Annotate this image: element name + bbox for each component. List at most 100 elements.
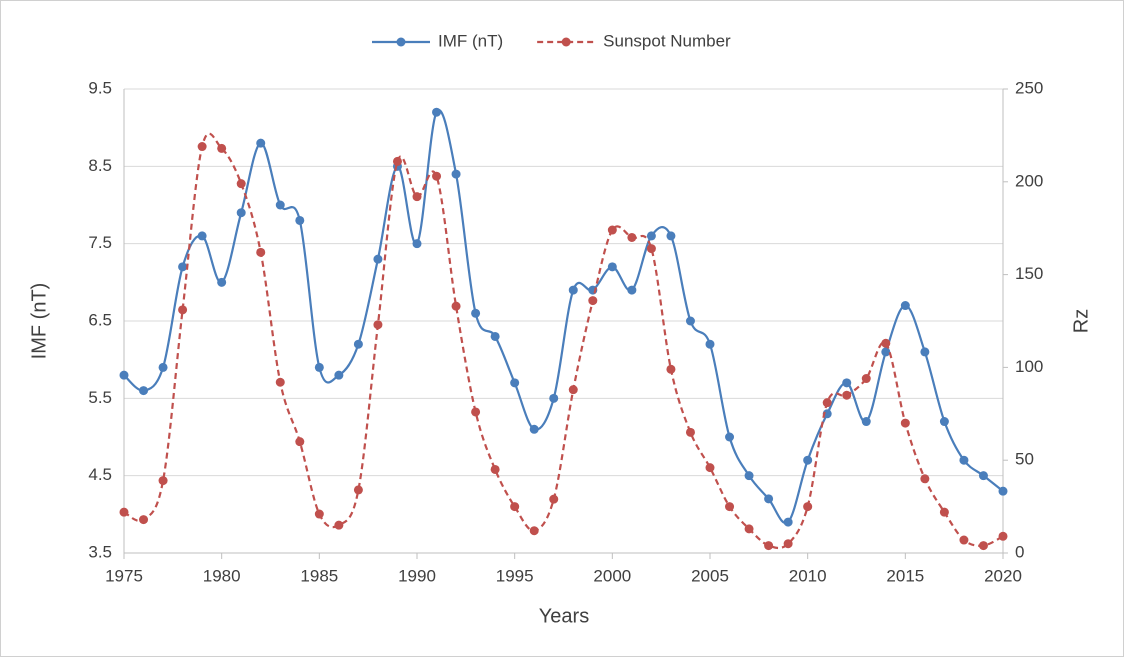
data-point [432, 171, 442, 181]
data-point [295, 215, 305, 225]
data-point [314, 509, 324, 519]
data-point [900, 418, 910, 428]
data-point [412, 239, 422, 249]
y2-tick-label: 50 [1015, 450, 1034, 469]
data-point [139, 515, 149, 525]
data-point [139, 386, 149, 396]
data-point [803, 502, 813, 512]
data-point [275, 200, 285, 210]
data-point [471, 407, 481, 417]
data-point [314, 362, 324, 372]
data-point [471, 308, 481, 318]
data-point [256, 247, 266, 257]
y-axis-title: IMF (nT) [28, 283, 50, 360]
data-point [158, 362, 168, 372]
data-point [939, 417, 949, 427]
data-point [725, 502, 735, 512]
data-point [666, 231, 676, 241]
data-point [607, 262, 617, 272]
data-point [705, 339, 715, 349]
data-point [178, 305, 188, 315]
data-point [939, 507, 949, 517]
data-point [764, 541, 774, 551]
y-tick-label: 6.5 [88, 310, 112, 329]
data-point [510, 378, 520, 388]
data-point [705, 463, 715, 473]
data-point [490, 464, 500, 474]
y-tick-label: 8.5 [88, 156, 112, 175]
data-point [373, 254, 383, 264]
x-tick-label: 2015 [886, 566, 924, 585]
data-point [627, 285, 637, 295]
legend-marker [561, 37, 571, 47]
series-line [123, 132, 1004, 550]
data-point [549, 393, 559, 403]
data-point [236, 208, 246, 218]
x-tick-label: 1995 [496, 566, 534, 585]
data-point [744, 524, 754, 534]
data-point [646, 231, 656, 241]
data-point [451, 301, 461, 311]
y-tick-label: 7.5 [88, 233, 112, 252]
data-point [998, 486, 1008, 496]
data-point [588, 296, 598, 306]
data-point [959, 455, 969, 465]
data-point [353, 485, 363, 495]
data-point [978, 471, 988, 481]
y2-tick-label: 100 [1015, 357, 1043, 376]
legend-label: IMF (nT) [438, 31, 503, 50]
data-point [607, 225, 617, 235]
y2-tick-label: 200 [1015, 171, 1043, 190]
data-point [627, 232, 637, 242]
data-point [646, 244, 656, 254]
data-point [217, 277, 227, 287]
x-tick-label: 1985 [300, 566, 338, 585]
data-point [685, 427, 695, 437]
data-point [744, 471, 754, 481]
data-point [842, 378, 852, 388]
data-point [119, 507, 129, 517]
data-point [236, 179, 246, 189]
data-point [490, 331, 500, 341]
data-point [353, 339, 363, 349]
x-tick-label: 2010 [789, 566, 827, 585]
data-point [334, 370, 344, 380]
x-axis-title: Years [539, 605, 589, 627]
legend-label: Sunspot Number [603, 31, 731, 50]
data-point [920, 474, 930, 484]
x-tick-label: 1980 [203, 566, 241, 585]
data-point [197, 142, 207, 152]
y-tick-label: 9.5 [88, 78, 112, 97]
data-point [568, 385, 578, 395]
data-point [158, 476, 168, 486]
y2-tick-label: 0 [1015, 542, 1024, 561]
x-tick-label: 1975 [105, 566, 143, 585]
y-tick-label: 4.5 [88, 465, 112, 484]
x-tick-label: 2020 [984, 566, 1022, 585]
data-point [178, 262, 188, 272]
data-point [685, 316, 695, 326]
data-point [900, 301, 910, 311]
data-point [432, 107, 442, 117]
data-point [549, 494, 559, 504]
data-point [764, 494, 774, 504]
x-tick-label: 2005 [691, 566, 729, 585]
data-point [373, 320, 383, 330]
data-point [197, 231, 207, 241]
data-point [451, 169, 461, 179]
data-point [529, 424, 539, 434]
y2-tick-label: 250 [1015, 78, 1043, 97]
data-point [861, 417, 871, 427]
data-point [822, 398, 832, 408]
data-point [412, 192, 422, 202]
data-point [666, 364, 676, 374]
data-point [842, 390, 852, 400]
x-tick-label: 1990 [398, 566, 436, 585]
data-point [275, 377, 285, 387]
data-point [295, 437, 305, 447]
data-point [783, 539, 793, 549]
data-point [510, 502, 520, 512]
